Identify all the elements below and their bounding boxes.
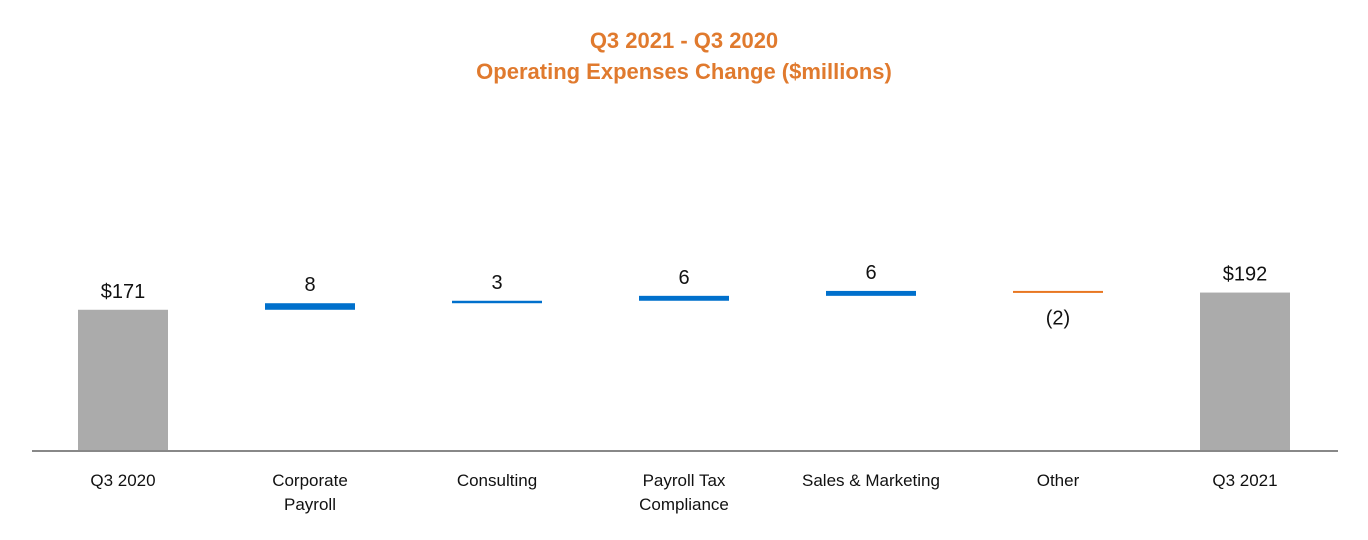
category-label-2: Consulting — [457, 471, 537, 490]
data-label-0: $171 — [101, 281, 146, 303]
category-label-1: Corporate Payroll — [272, 471, 348, 514]
bars-group — [78, 290, 1290, 450]
bar-3 — [639, 295, 729, 301]
category-labels-group: Q3 2020 Corporate Payroll Consulting Payroll… — [90, 471, 1277, 514]
bar-2 — [452, 300, 542, 304]
category-label-5: Other — [1037, 471, 1080, 490]
data-label-6: $192 — [1223, 264, 1268, 286]
data-label-1: 8 — [304, 274, 315, 296]
data-label-2: 3 — [491, 272, 502, 294]
chart-title: Q3 2021 - Q3 2020 — [589, 28, 779, 53]
bar-0 — [78, 309, 168, 450]
data-label-4: 6 — [865, 262, 876, 284]
bar-6 — [1200, 292, 1290, 450]
category-label-4: Sales & Marketing — [802, 471, 940, 490]
category-label-3: Payroll Tax Compliance — [639, 471, 729, 514]
data-labels-group: $171 8 3 6 6 (2) $192 — [101, 262, 1268, 330]
bar-4 — [826, 290, 916, 296]
data-label-5: (2) — [1046, 308, 1070, 330]
data-label-3: 6 — [678, 267, 689, 289]
bar-1 — [265, 303, 355, 310]
category-label-6: Q3 2021 — [1212, 471, 1277, 490]
category-label-0: Q3 2020 — [90, 471, 155, 490]
bar-5 — [1013, 290, 1103, 293]
chart-subtitle: Operating Expenses Change ($millions) — [476, 59, 892, 84]
